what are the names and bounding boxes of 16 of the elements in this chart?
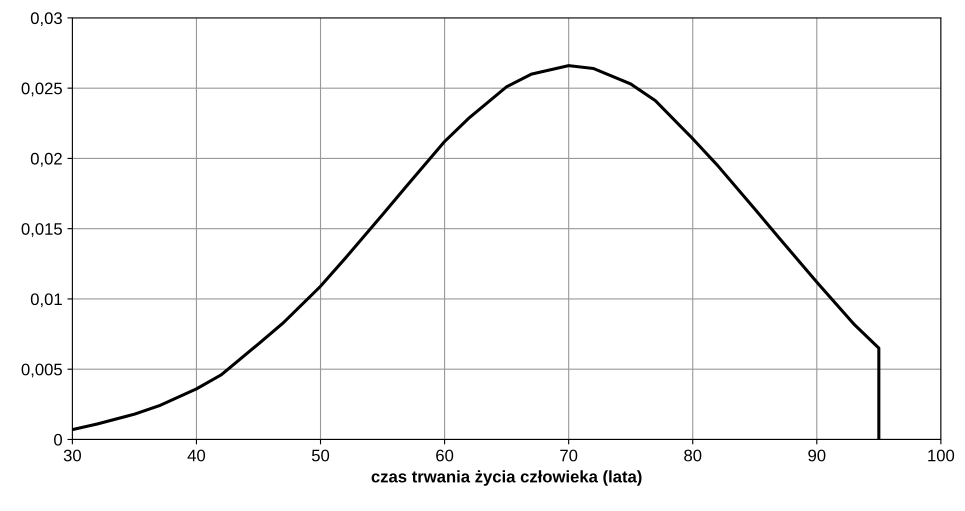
y-tick-label: 0,015 [22, 223, 62, 237]
y-tick-label: 0,02 [30, 152, 62, 167]
x-axis-title: czas trwania życia człowieka (lata) [372, 470, 642, 486]
y-tick-label: 0,03 [30, 12, 62, 26]
x-tick-label: 60 [436, 450, 454, 462]
y-tick-label: 0,005 [22, 364, 62, 378]
x-tick-label: 70 [560, 450, 578, 462]
y-tick-label: 0,025 [22, 82, 62, 96]
x-tick-label: 90 [808, 450, 826, 462]
x-tick-label: 40 [188, 450, 206, 462]
y-tick-label: 0 [54, 434, 62, 446]
x-tick-label: 50 [312, 450, 330, 462]
x-tick-label: 80 [684, 450, 702, 462]
y-tick-label: 0,01 [30, 293, 62, 308]
x-tick-label: 30 [64, 450, 81, 462]
x-tick-label: 100 [928, 450, 954, 462]
